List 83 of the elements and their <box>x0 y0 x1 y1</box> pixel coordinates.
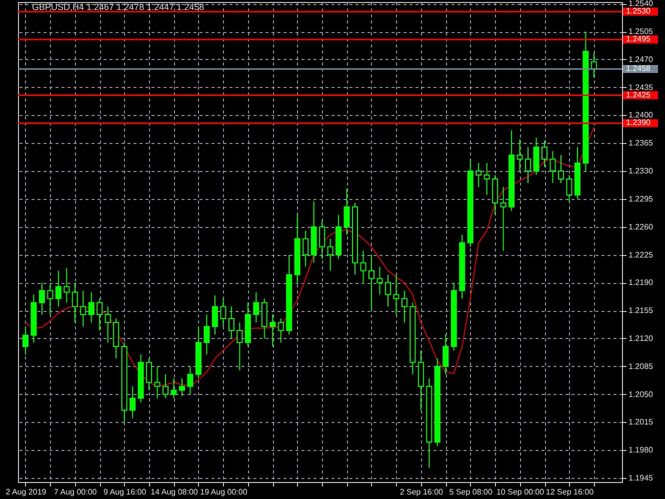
candlestick <box>500 186 506 252</box>
y-tick-label: 1.2050 <box>628 390 654 399</box>
candlestick <box>228 306 234 339</box>
candlestick <box>566 174 572 202</box>
candlestick <box>360 250 366 284</box>
x-tick-label: 12 Sep 16:00 <box>546 488 594 496</box>
candlestick <box>302 230 309 268</box>
y-tick-label: 1.2505 <box>628 27 654 36</box>
candlestick <box>88 292 94 324</box>
candlestick <box>55 270 62 308</box>
y-tick-label: 1.2015 <box>628 418 654 427</box>
candlestick <box>525 146 532 184</box>
candlestick <box>418 350 424 411</box>
y-tick-label: 1.2540 <box>628 0 654 8</box>
candlestick <box>344 188 350 236</box>
y-tick-label: 1.2190 <box>628 278 654 288</box>
candlestick <box>220 298 226 328</box>
y-tick-label: 1.2365 <box>628 138 654 148</box>
y-tick-label: 1.2470 <box>628 54 654 64</box>
x-tick-label: 14 Aug 08:00 <box>150 488 198 496</box>
y-tick-label: 1.2260 <box>628 222 654 232</box>
candlestick <box>401 290 408 324</box>
candlestick <box>72 282 78 324</box>
ref-line-label: 1.2495 <box>626 34 652 44</box>
candlestick <box>38 282 45 316</box>
x-tick-label: 2 Aug 2019 <box>6 488 47 496</box>
candlestick <box>261 298 268 339</box>
candlestick <box>80 290 86 328</box>
x-tick-label: 19 Aug 00:00 <box>200 488 248 496</box>
candlestick <box>47 284 54 316</box>
y-tick-label: 1.2225 <box>628 250 654 260</box>
candlestick <box>319 220 326 260</box>
y-tick-label: 1.2295 <box>628 194 654 204</box>
candlestick <box>113 318 120 359</box>
candlestick <box>550 150 556 184</box>
candlestick <box>516 138 523 172</box>
candlestick <box>179 378 186 396</box>
candlestick <box>64 268 70 304</box>
candlestick <box>146 358 152 391</box>
x-tick-label: 9 Aug 16:00 <box>103 488 147 496</box>
ref-line-label: 1.2530 <box>626 6 652 16</box>
candlestick <box>154 366 160 399</box>
candlestick <box>270 314 276 347</box>
x-tick-label: 5 Sep 08:00 <box>449 488 493 496</box>
candlestick <box>96 298 103 332</box>
y-tick-label: 1.2120 <box>628 334 654 343</box>
candlestick <box>476 162 482 188</box>
candlestick <box>104 306 111 343</box>
y-tick-label: 1.2085 <box>628 362 654 371</box>
x-tick-label: 2 Sep 16:00 <box>400 488 444 496</box>
candlestick <box>393 274 400 316</box>
y-tick-label: 1.2155 <box>628 306 654 316</box>
chart-title: GBPUSD,H4 1.2467 1.2478 1.2447 1.2458 <box>32 2 204 12</box>
candlestick <box>278 318 284 343</box>
y-tick-label: 1.2435 <box>628 82 654 92</box>
candlestick <box>212 294 218 335</box>
candlestick <box>376 266 383 296</box>
y-tick-label: 1.1945 <box>628 474 654 483</box>
candlestick <box>533 137 540 176</box>
candlestick <box>204 314 210 355</box>
candlestick <box>130 386 136 419</box>
candlestick <box>327 238 334 272</box>
x-tick-label: 7 Aug 00:00 <box>54 488 98 496</box>
candlestick <box>492 174 498 216</box>
y-tick-label: 1.1980 <box>628 446 654 455</box>
candlestick <box>253 292 260 324</box>
candlestick <box>442 334 449 375</box>
ref-line-label: 1.2390 <box>626 118 652 128</box>
candlestick <box>187 366 194 395</box>
candlestick <box>22 326 28 355</box>
candlestick <box>162 374 169 399</box>
ref-line-label: 1.2425 <box>626 90 652 100</box>
candlestick <box>236 322 243 371</box>
candlestick <box>368 254 374 312</box>
candlestick <box>170 378 177 399</box>
x-tick-label: 10 Sep 00:00 <box>496 488 545 496</box>
y-tick-label: 1.2400 <box>628 110 654 120</box>
candlestick <box>558 154 564 184</box>
candlestick <box>484 162 490 196</box>
ref-line-label: 1.2458 <box>626 64 652 73</box>
y-tick-label: 1.2330 <box>628 166 654 176</box>
candlestick <box>542 140 548 168</box>
candlestick <box>384 274 391 308</box>
